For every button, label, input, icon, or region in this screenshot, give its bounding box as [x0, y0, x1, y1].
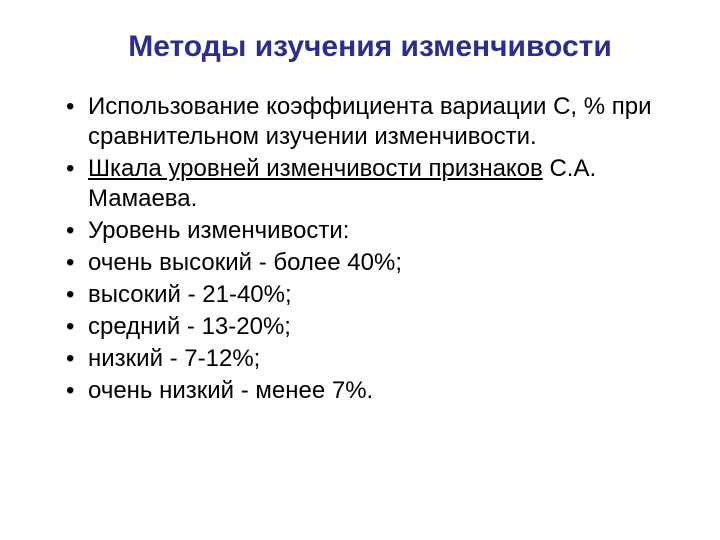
list-item-text: очень низкий - менее 7%.	[88, 377, 373, 404]
list-item: высокий - 21-40%;	[60, 280, 680, 310]
list-item: Использование коэффициента вариации С, %…	[60, 92, 680, 152]
list-item: Шкала уровней изменчивости признаков С.А…	[60, 154, 680, 214]
list-item: очень низкий - менее 7%.	[60, 376, 680, 406]
list-item-text: средний - 13-20%;	[88, 313, 291, 340]
list-item: низкий - 7-12%;	[60, 344, 680, 374]
list-item-text: очень высокий - более 40%;	[88, 249, 402, 276]
list-item-text: Шкала уровней изменчивости признаков	[88, 155, 543, 182]
slide-title: Методы изучения изменчивости	[60, 30, 680, 64]
slide-content: Использование коэффициента вариации С, %…	[40, 92, 680, 406]
list-item: очень высокий - более 40%;	[60, 248, 680, 278]
list-item: средний - 13-20%;	[60, 312, 680, 342]
list-item-text: низкий - 7-12%;	[88, 345, 260, 372]
bullet-list: Использование коэффициента вариации С, %…	[60, 92, 680, 406]
list-item-text: Уровень изменчивости:	[88, 217, 349, 244]
list-item-text: Использование коэффициента вариации С, %…	[88, 93, 652, 150]
list-item-text: высокий - 21-40%;	[88, 281, 292, 308]
list-item: Уровень изменчивости:	[60, 216, 680, 246]
